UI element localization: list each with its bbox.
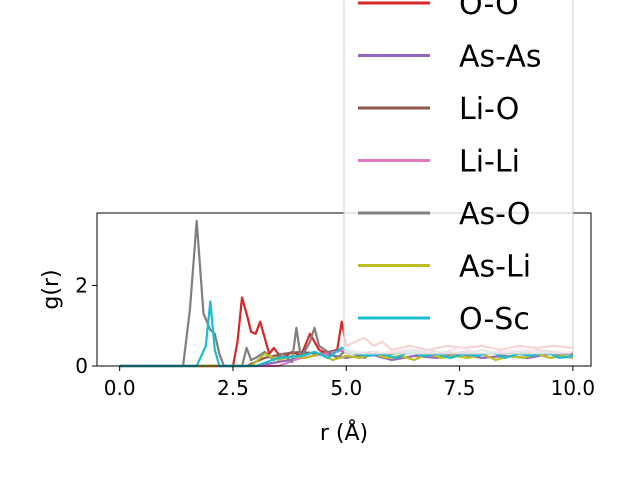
legend: O-O As-As Li-O Li-Li As-O As-Li O-Sc bbox=[343, 0, 574, 355]
x-axis-label: r (Å) bbox=[320, 419, 368, 446]
legend-label: O-Sc bbox=[459, 302, 530, 337]
legend-label: As-O bbox=[459, 197, 530, 232]
y-tick-label: 2 bbox=[75, 273, 88, 297]
x-tick-label: 2.5 bbox=[217, 376, 249, 400]
x-tick-label: 10.0 bbox=[551, 376, 596, 400]
x-tick-label: 5.0 bbox=[330, 376, 362, 400]
x-tick-label: 7.5 bbox=[444, 376, 476, 400]
legend-label: Li-Li bbox=[459, 145, 520, 180]
legend-label: As-As bbox=[459, 40, 541, 75]
y-tick-label: 0 bbox=[75, 354, 88, 378]
x-tick-label: 0.0 bbox=[104, 376, 136, 400]
y-axis-label: g(r) bbox=[39, 269, 64, 309]
legend-label: Li-O bbox=[459, 92, 519, 127]
legend-label: As-Li bbox=[459, 250, 531, 285]
x-axis-ticks: 0.0 2.5 5.0 7.5 10.0 bbox=[104, 366, 595, 400]
legend-label: O-O bbox=[459, 0, 519, 22]
y-axis-ticks: 02 bbox=[75, 273, 97, 378]
